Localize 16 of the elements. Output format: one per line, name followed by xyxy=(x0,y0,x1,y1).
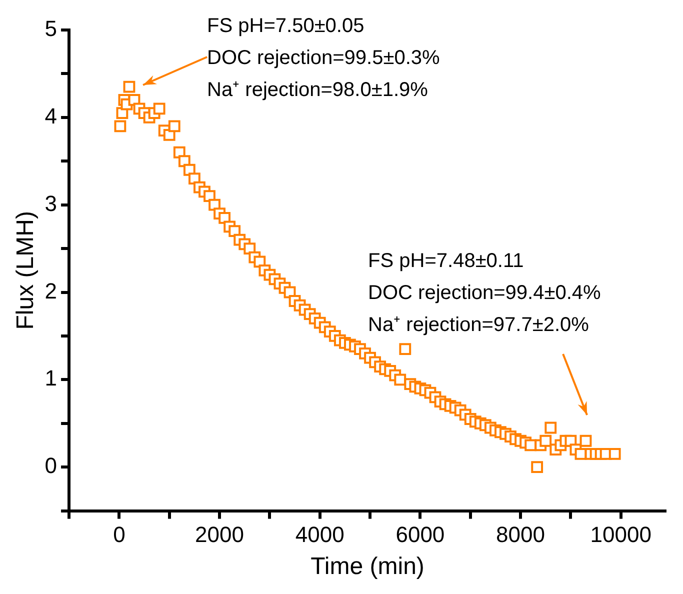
y-axis-title: Flux (LMH) xyxy=(12,211,40,330)
y-tick-label: 4 xyxy=(44,103,58,128)
x-tick-label: 2000 xyxy=(195,522,244,548)
x-tick-label: 10000 xyxy=(590,522,652,548)
x-tick-label: 4000 xyxy=(295,522,344,548)
x-tick-label: 6000 xyxy=(396,522,445,548)
y-tick-label: 3 xyxy=(44,190,58,216)
y-tick-label: 5 xyxy=(44,16,58,42)
y-tick-label: 2 xyxy=(44,278,58,304)
y-tick-label: 1 xyxy=(44,366,58,391)
y-tick-label: 0 xyxy=(44,453,58,478)
annotation: FS pH=7.48±0.11 DOC rejection=99.4±0.4% Na⁺ rejection=97.7±2.0% xyxy=(368,250,602,336)
x-axis-title: Time (min) xyxy=(310,553,424,580)
annotation: FS pH=7.50±0.05 DOC rejection=99.5±0.3% Na⁺ rejection=98.0±1.9% xyxy=(207,15,440,101)
x-tick-label: 8000 xyxy=(496,522,545,548)
x-tick-label: 0 xyxy=(113,522,126,548)
